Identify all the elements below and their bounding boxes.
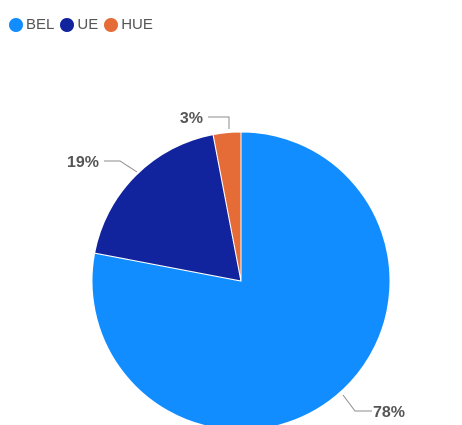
pie-slice-ue[interactable] — [94, 134, 242, 282]
pie-data-labels: 78% 19% 3% — [67, 110, 405, 421]
legend-swatch-hue — [104, 18, 119, 32]
legend-item-ue[interactable]: UE — [60, 16, 98, 34]
legend-item-hue[interactable]: HUE — [104, 16, 153, 34]
pie-slices — [91, 131, 391, 425]
leader-line-bel — [342, 394, 372, 412]
legend-item-bel[interactable]: BEL — [9, 16, 54, 34]
legend-label-bel: BEL — [26, 16, 55, 33]
pie-slice-hue[interactable] — [212, 131, 242, 282]
data-label-ue: 19% — [67, 154, 99, 171]
chart-legend: BEL UE HUE — [9, 16, 153, 34]
legend-swatch-bel — [9, 18, 23, 32]
leader-line-hue — [208, 116, 230, 129]
legend-label-ue: UE — [77, 16, 99, 33]
legend-label-hue: HUE — [121, 16, 153, 33]
legend-swatch-ue — [60, 18, 75, 32]
leader-line-ue — [104, 160, 138, 173]
data-label-hue: 3% — [180, 110, 203, 127]
data-label-bel: 78% — [373, 404, 405, 421]
pie-leaders — [104, 116, 372, 412]
